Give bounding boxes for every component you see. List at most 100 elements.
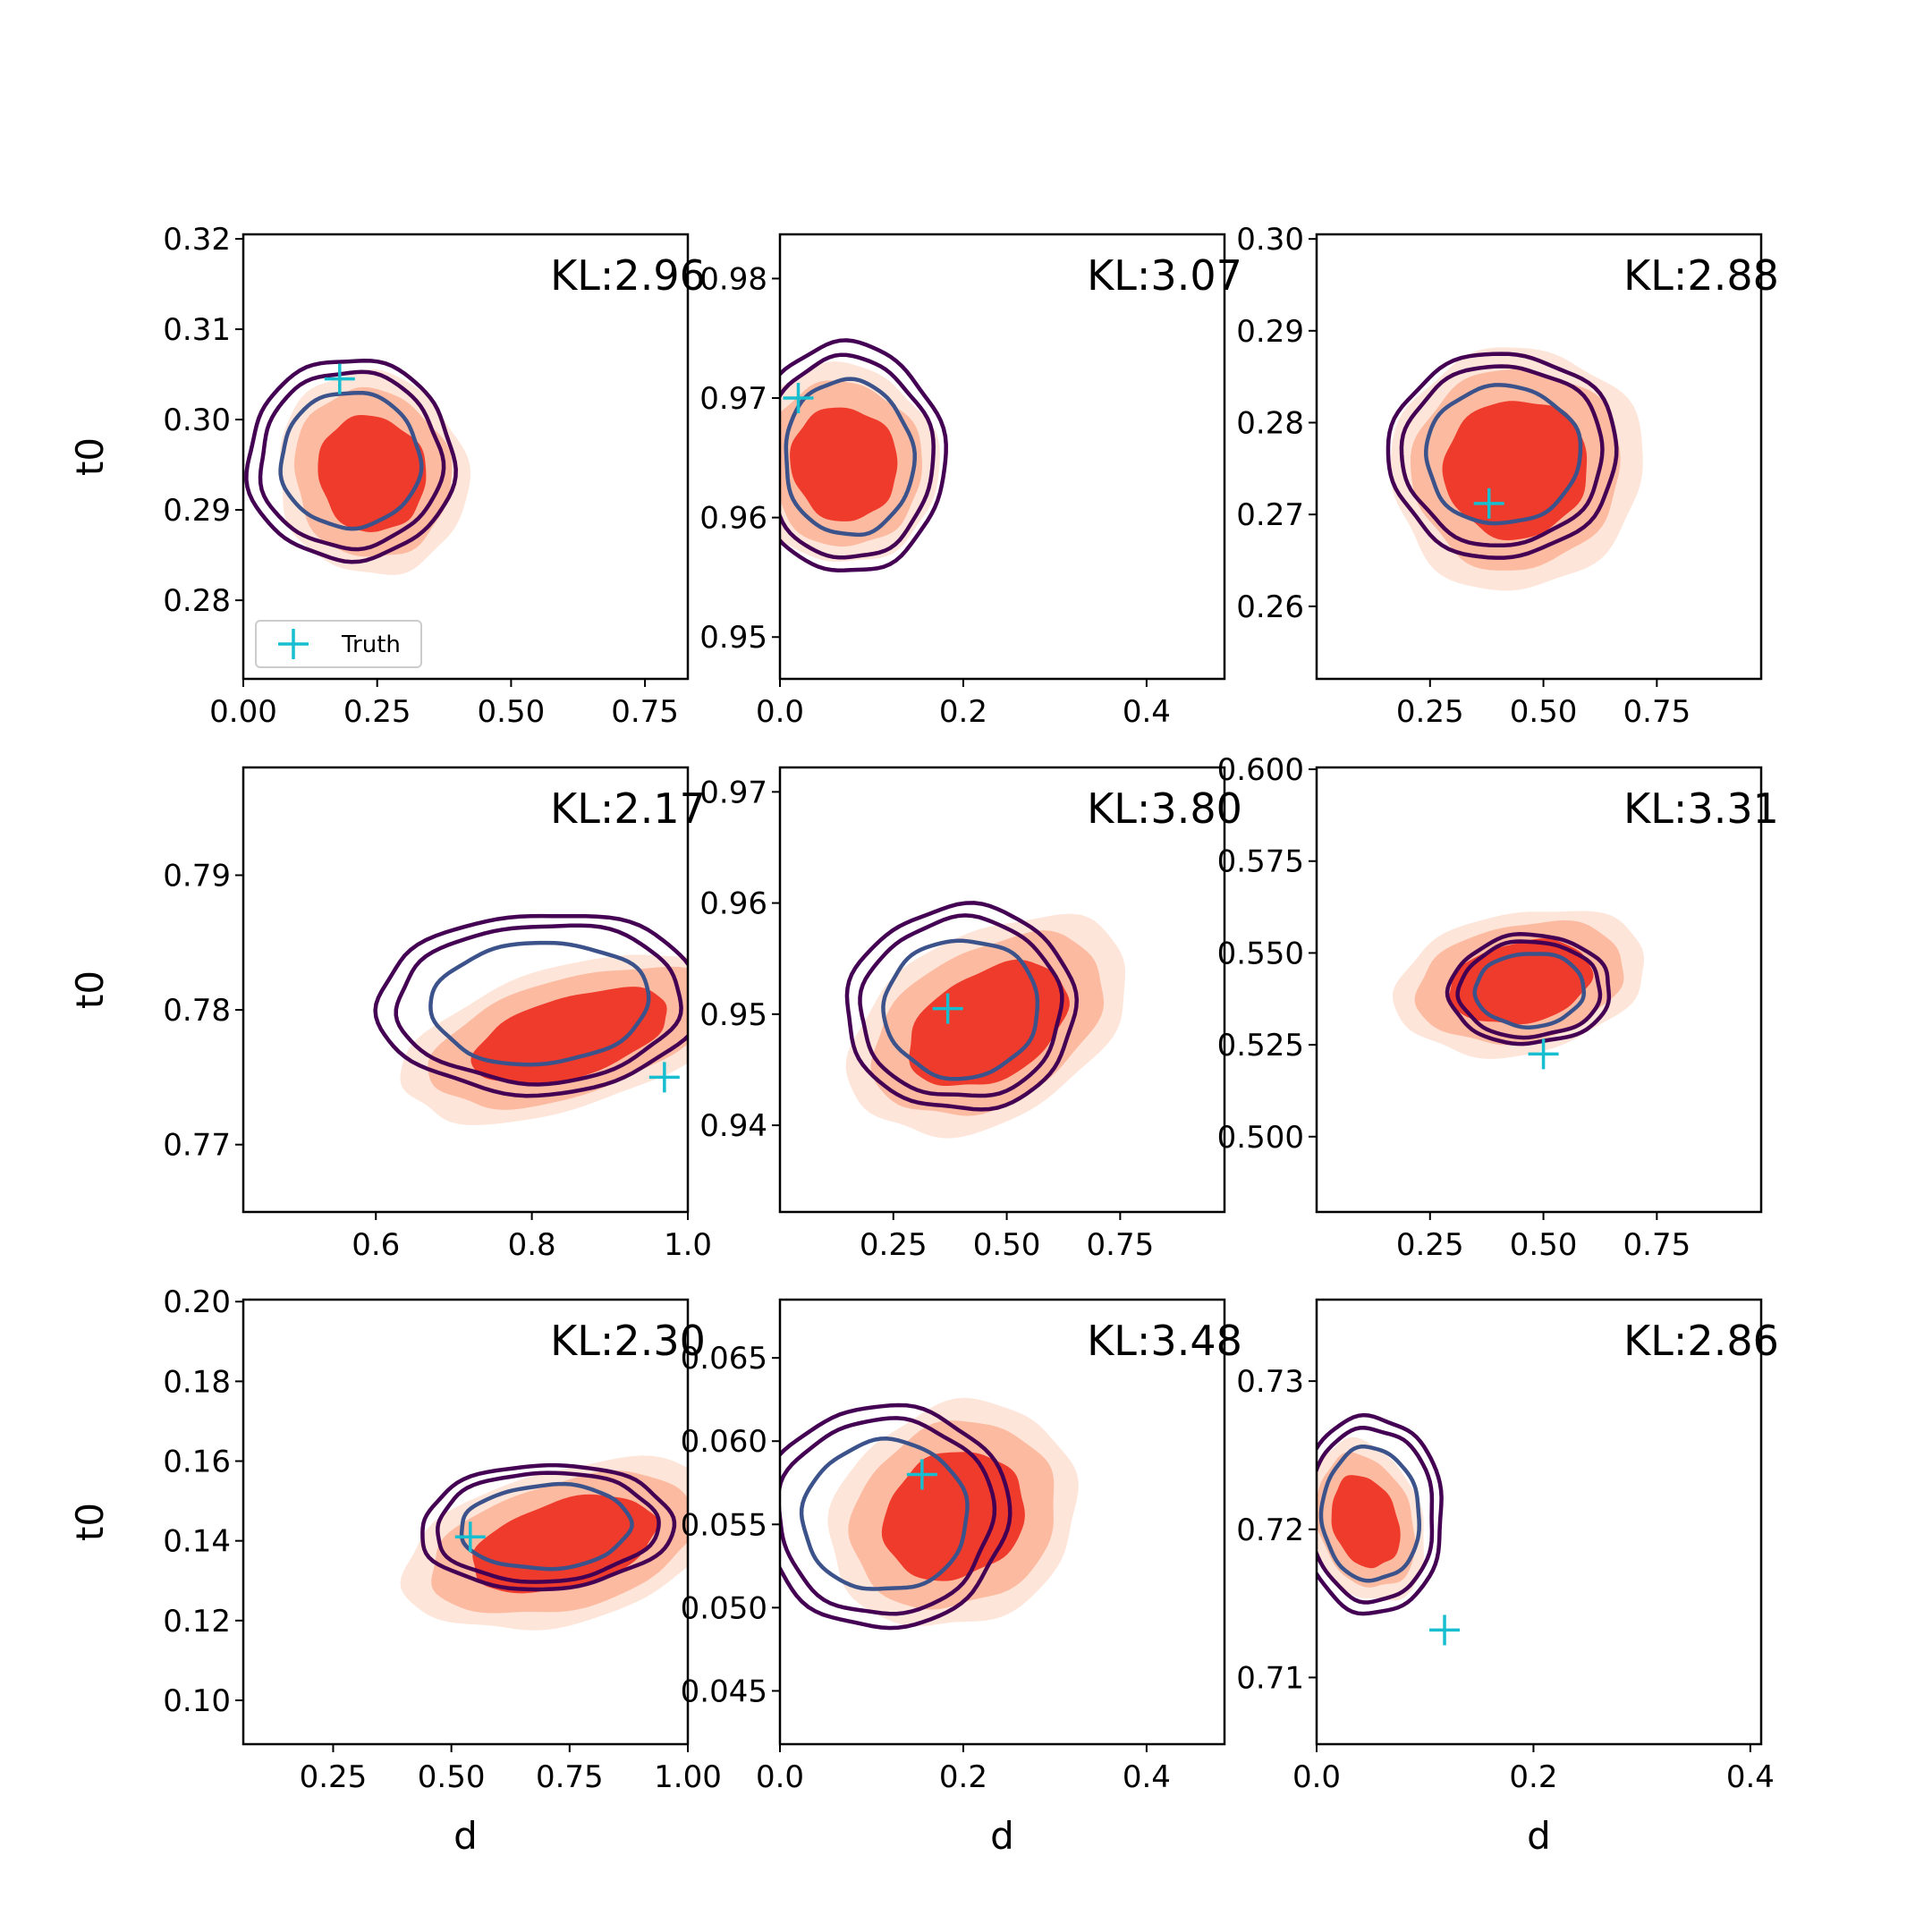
y-tick-label: 0.045 [681, 1674, 767, 1709]
y-tick-label: 0.14 [163, 1524, 231, 1560]
kl-label: KL:2.96 [550, 251, 706, 300]
y-axis-label: t0 [68, 970, 112, 1009]
panel-p13: 0.25 0.50 0.75 0.26 0.27 0.28 0.29 0.30 KL:2.88 [1236, 222, 1779, 730]
contour-inner [784, 377, 917, 538]
y-tick-label: 0.96 [699, 501, 767, 537]
contour-middle [258, 369, 446, 552]
plot-area [844, 901, 1126, 1139]
x-tick-label: 0.75 [1087, 1227, 1155, 1263]
x-tick-label: 0.25 [1396, 1227, 1464, 1263]
axes-frame [1315, 1298, 1763, 1746]
y-tick-label: 0.95 [699, 620, 767, 656]
y-tick-label: 0.96 [699, 886, 767, 922]
contour-inner [278, 390, 424, 531]
x-tick-label: 0.6 [352, 1227, 400, 1263]
contour-middle [1399, 364, 1605, 548]
contour-outer [780, 1402, 1013, 1631]
y-tick-label: 0.95 [699, 997, 767, 1033]
x-tick-label: 0.2 [939, 694, 987, 730]
contour-middle [394, 923, 683, 1087]
plot-area [780, 1397, 1079, 1631]
y-tick-label: 0.78 [163, 993, 231, 1029]
y-tick-label: 0.94 [699, 1108, 767, 1144]
y-tick-label: 0.050 [681, 1590, 767, 1626]
truth-marker [454, 1521, 486, 1553]
x-tick-label: 0.25 [300, 1759, 368, 1795]
contour-outer [780, 338, 948, 572]
truth-marker [1473, 487, 1504, 519]
panel-p31: 0.25 0.50 0.75 1.00 0.10 0.12 0.14 0.16 0.18 0.20… [68, 1284, 722, 1858]
plot-area [400, 1455, 688, 1631]
density-fill-inner [318, 415, 427, 532]
x-axis-label: d [1527, 1814, 1551, 1858]
plot-area [1392, 911, 1645, 1059]
x-tick-label: 0.0 [1292, 1759, 1341, 1795]
y-tick-label: 0.98 [699, 261, 767, 297]
truth-marker [932, 993, 963, 1024]
axes-frame [242, 766, 690, 1214]
y-axis-label: t0 [68, 437, 112, 476]
x-tick-label: 0.75 [1623, 694, 1691, 730]
y-tick-label: 0.30 [163, 402, 231, 438]
y-tick-label: 0.525 [1217, 1028, 1304, 1063]
x-tick-label: 0.25 [860, 1227, 928, 1263]
density-fill-inner [470, 987, 667, 1087]
y-tick-label: 0.28 [163, 583, 231, 619]
x-tick-label: 0.8 [508, 1227, 556, 1263]
panel-p11: 0.00 0.25 0.50 0.75 0.28 0.29 0.30 0.31 0.32 KL:2… [68, 222, 706, 730]
density-fill-inner [909, 959, 1070, 1086]
y-tick-label: 0.32 [163, 222, 231, 258]
y-tick-label: 0.20 [163, 1284, 231, 1320]
plot-area [373, 913, 688, 1125]
y-tick-label: 0.10 [163, 1683, 231, 1719]
x-tick-label: 0.4 [1123, 694, 1171, 730]
truth-marker [1429, 1614, 1461, 1646]
contour-inner [1424, 383, 1583, 526]
y-tick-label: 0.26 [1236, 589, 1304, 625]
contour-inner [459, 1481, 634, 1572]
x-tick-label: 0.4 [1123, 1759, 1171, 1795]
axes-frame [242, 233, 690, 681]
kl-label: KL:3.07 [1087, 251, 1242, 300]
contour-outer [1385, 352, 1619, 560]
y-tick-label: 0.055 [681, 1507, 767, 1543]
kl-label: KL:2.86 [1623, 1317, 1779, 1365]
y-tick-label: 0.550 [1217, 936, 1304, 971]
truth-marker [1528, 1038, 1559, 1070]
density-fill-inner [1442, 401, 1588, 541]
x-axis-label: d [453, 1814, 478, 1858]
panel-p32: 0.0 0.2 0.4 0.045 0.050 0.055 0.060 0.065 KL:3.4… [681, 1298, 1242, 1858]
kl-label: KL:2.17 [550, 784, 706, 833]
y-tick-label: 0.600 [1217, 752, 1304, 788]
contour-middle [436, 1470, 661, 1584]
x-tick-label: 0.50 [1510, 1227, 1578, 1263]
x-axis-label: d [990, 1814, 1014, 1858]
y-tick-label: 0.27 [1236, 497, 1304, 533]
plot-area [244, 359, 471, 575]
legend: Truth [255, 620, 422, 668]
plot-area [1385, 347, 1643, 591]
y-tick-label: 0.28 [1236, 406, 1304, 442]
x-tick-label: 0.0 [756, 1759, 804, 1795]
contour-middle [1455, 939, 1603, 1040]
y-tick-label: 0.29 [1236, 314, 1304, 350]
axes-frame [242, 1298, 690, 1746]
truth-marker [783, 383, 814, 414]
x-tick-label: 0.75 [1623, 1227, 1691, 1263]
kl-label: KL:3.31 [1623, 784, 1779, 833]
x-tick-label: 0.0 [756, 694, 804, 730]
axes-frame [778, 766, 1226, 1214]
x-tick-label: 0.50 [973, 1227, 1041, 1263]
contour-inner [799, 1436, 970, 1591]
contour-inner [1318, 1445, 1421, 1583]
contour-middle [780, 352, 936, 560]
x-tick-label: 1.00 [654, 1759, 722, 1795]
legend-box [255, 620, 422, 668]
contour-outer [420, 1462, 677, 1592]
y-axis-label: t0 [68, 1503, 112, 1541]
y-tick-label: 0.71 [1236, 1660, 1304, 1696]
contour-outer [373, 913, 688, 1098]
panel-p22: 0.25 0.50 0.75 0.94 0.95 0.96 0.97 KL:3.80 [699, 766, 1242, 1263]
contour-outer [844, 901, 1080, 1112]
y-tick-label: 0.31 [163, 312, 231, 348]
